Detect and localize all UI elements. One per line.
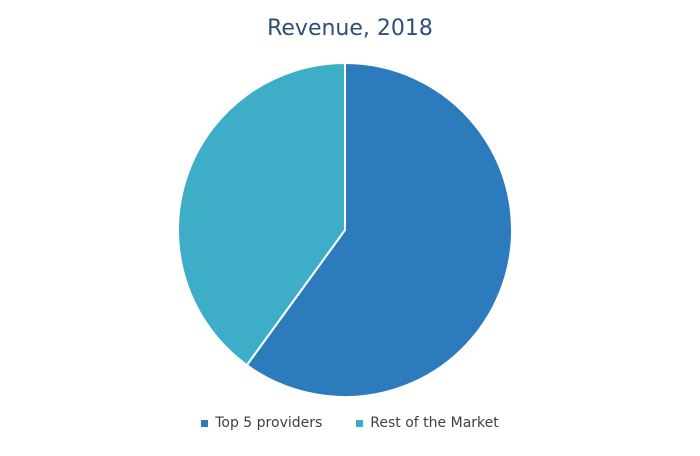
legend-item-rest-of-the-market: Rest of the Market <box>356 415 499 431</box>
legend-item-top-5-providers: Top 5 providers <box>201 415 322 431</box>
legend-swatch-rest-of-the-market <box>356 419 364 427</box>
legend-label-top-5-providers: Top 5 providers <box>215 415 323 431</box>
legend-swatch-top-5-providers <box>201 419 209 427</box>
chart-legend: Top 5 providers Rest of the Market <box>0 415 700 431</box>
legend-label-rest-of-the-market: Rest of the Market <box>370 415 499 431</box>
chart-title: Revenue, 2018 <box>267 16 433 41</box>
pie-slice-rest-of-the-market <box>177 62 346 367</box>
pie-slices <box>177 62 513 398</box>
pie-slice-top-5-providers <box>245 62 513 398</box>
